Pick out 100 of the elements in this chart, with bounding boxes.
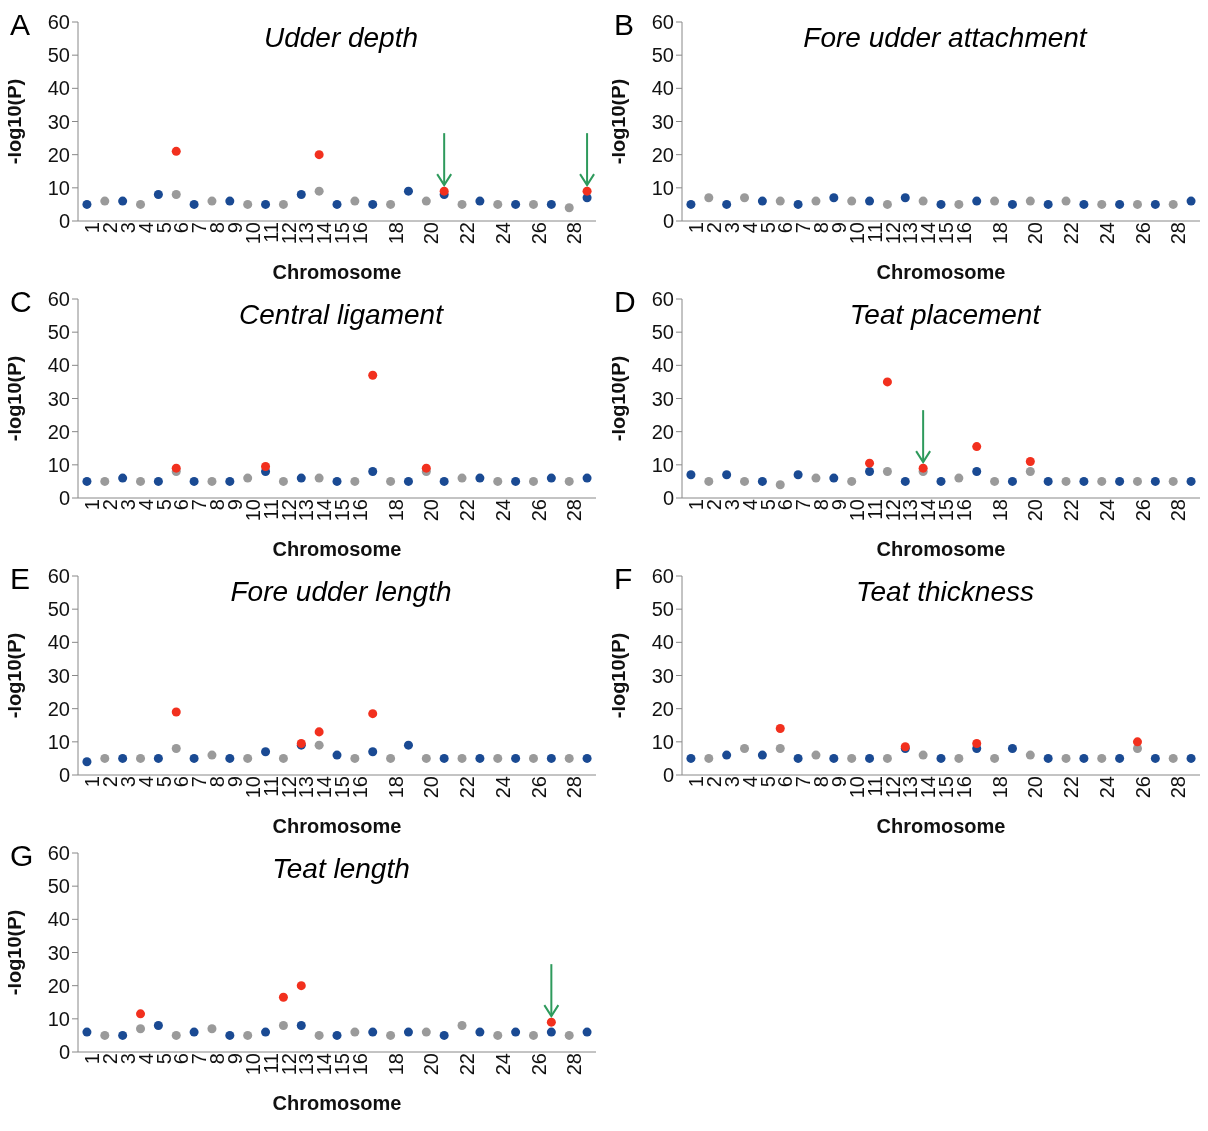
y-tick-label: 40: [47, 631, 70, 654]
point: [82, 1027, 92, 1037]
chart-title: Central ligament: [238, 299, 445, 331]
point: [582, 1027, 592, 1037]
point: [153, 753, 163, 763]
point: [1168, 476, 1178, 486]
text: A: [10, 8, 31, 42]
point: [457, 473, 467, 483]
point: [278, 476, 288, 486]
point: [775, 480, 785, 490]
point: [528, 199, 538, 209]
point: [296, 473, 306, 483]
point: [882, 377, 892, 387]
y-tick-label: 0: [58, 764, 70, 787]
x-tick-label: 18: [988, 499, 1011, 522]
point: [1079, 753, 1089, 763]
point: [775, 743, 785, 753]
point: [314, 186, 324, 196]
point: [457, 1020, 467, 1030]
point: [189, 753, 199, 763]
point: [546, 1017, 556, 1027]
y-tick-label: 20: [47, 420, 70, 443]
point: [386, 1030, 396, 1040]
point: [243, 199, 253, 209]
point: [368, 466, 378, 476]
point: [546, 753, 556, 763]
point: [936, 753, 946, 763]
point: [136, 753, 146, 763]
point: [421, 196, 431, 206]
point: [493, 199, 503, 209]
point: [296, 981, 306, 991]
x-tick-label: 18: [384, 222, 407, 245]
x-tick-label: 18: [384, 776, 407, 799]
chart-title: Udder depth: [262, 22, 420, 54]
point: [100, 476, 110, 486]
point: [439, 1030, 449, 1040]
point: [171, 1030, 181, 1040]
x-tick-label: 20: [1024, 776, 1047, 799]
point: [153, 1020, 163, 1030]
point: [153, 476, 163, 486]
point: [528, 753, 538, 763]
x-tick-label: 26: [527, 776, 550, 799]
x-tick-label: 28: [1167, 776, 1190, 799]
point: [990, 753, 1000, 763]
point: [511, 476, 521, 486]
point: [1186, 476, 1196, 486]
point: [775, 724, 785, 734]
point: [954, 473, 964, 483]
y-tick-label: 40: [47, 77, 70, 100]
y-tick-label: 60: [651, 11, 674, 34]
point: [225, 476, 235, 486]
y-tick-label: 50: [47, 875, 70, 898]
point: [171, 707, 181, 717]
x-tick-label: 20: [420, 222, 443, 245]
y-tick-label: 60: [651, 288, 674, 311]
point: [722, 470, 732, 480]
point: [918, 750, 928, 760]
point: [793, 753, 803, 763]
point: [511, 1027, 521, 1037]
x-tick-label: 28: [563, 499, 586, 522]
x-tick-label: 24: [491, 499, 514, 522]
y-tick-label: 0: [58, 1041, 70, 1064]
point: [82, 199, 92, 209]
chart-title: Teat placement: [848, 299, 1042, 331]
point: [368, 370, 378, 380]
y-tick-label: 20: [47, 143, 70, 166]
chart-title: Teat thickness: [855, 576, 1035, 608]
point: [100, 753, 110, 763]
point: [990, 476, 1000, 486]
x-tick-label: 28: [563, 222, 586, 245]
x-tick-label: 20: [420, 499, 443, 522]
point: [954, 753, 964, 763]
point: [1043, 753, 1053, 763]
x-tick-label: 28: [1167, 222, 1190, 245]
point: [243, 753, 253, 763]
point: [403, 476, 413, 486]
x-tick-label: 20: [1024, 499, 1047, 522]
point: [118, 473, 128, 483]
x-tick-label: 24: [1095, 499, 1118, 522]
x-tick-label: 24: [1095, 776, 1118, 799]
point: [900, 476, 910, 486]
x-axis-title: Chromosome: [876, 538, 1006, 560]
point: [1097, 476, 1107, 486]
point: [386, 753, 396, 763]
point: [171, 743, 181, 753]
point: [686, 470, 696, 480]
point: [278, 753, 288, 763]
chart-title: Fore udder length: [229, 576, 453, 608]
point: [332, 750, 342, 760]
point: [1115, 753, 1125, 763]
point: [100, 1030, 110, 1040]
point: [118, 196, 128, 206]
point: [332, 199, 342, 209]
x-tick-label: 18: [384, 1053, 407, 1076]
y-tick-label: 10: [47, 730, 70, 753]
y-tick-label: 10: [651, 453, 674, 476]
point: [136, 199, 146, 209]
x-tick-label: 22: [456, 499, 479, 522]
point: [225, 1030, 235, 1040]
x-tick-label: 22: [1060, 776, 1083, 799]
